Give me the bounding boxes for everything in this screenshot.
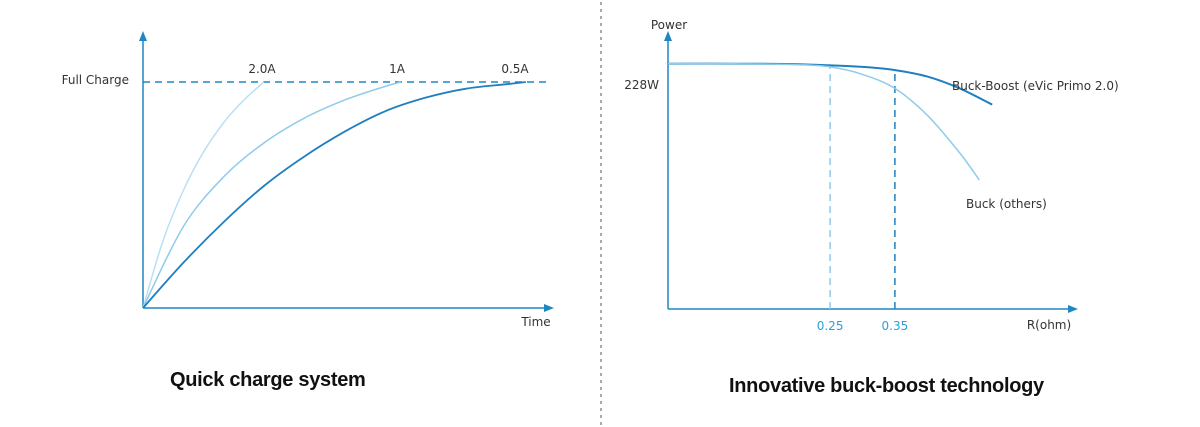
x-tick-label-0-25: 0.25	[817, 319, 844, 333]
left-x-axis-label: Time	[520, 315, 550, 329]
series-label-buck: Buck (others)	[966, 197, 1047, 211]
x-tick-label-0-35: 0.35	[882, 319, 909, 333]
caption-buck-boost: Innovative buck-boost technology	[729, 375, 1044, 397]
series-line-0-5a	[142, 81, 526, 309]
buck-boost-chart: Power 228W R(ohm) 0.25 0.35 Buck-Boost (…	[624, 18, 1118, 333]
series-label-1a: 1A	[389, 62, 406, 76]
series-line-1a	[142, 81, 402, 309]
right-x-axis-label: R(ohm)	[1027, 318, 1071, 332]
caption-quick-charge: Quick charge system	[170, 369, 366, 391]
full-charge-label: Full Charge	[62, 73, 129, 87]
series-label-0-5a: 0.5A	[501, 62, 529, 76]
series-line-buck	[667, 62, 980, 181]
series-label-2a: 2.0A	[248, 62, 276, 76]
series-label-buck-boost: Buck-Boost (eVic Primo 2.0)	[952, 79, 1119, 93]
quick-charge-chart: Full Charge Time 2.0A 1A 0.5A	[62, 31, 554, 329]
right-y-axis-label: Power	[651, 18, 687, 32]
right-y-tick-228w: 228W	[624, 78, 659, 92]
series-line-2a	[142, 81, 265, 309]
